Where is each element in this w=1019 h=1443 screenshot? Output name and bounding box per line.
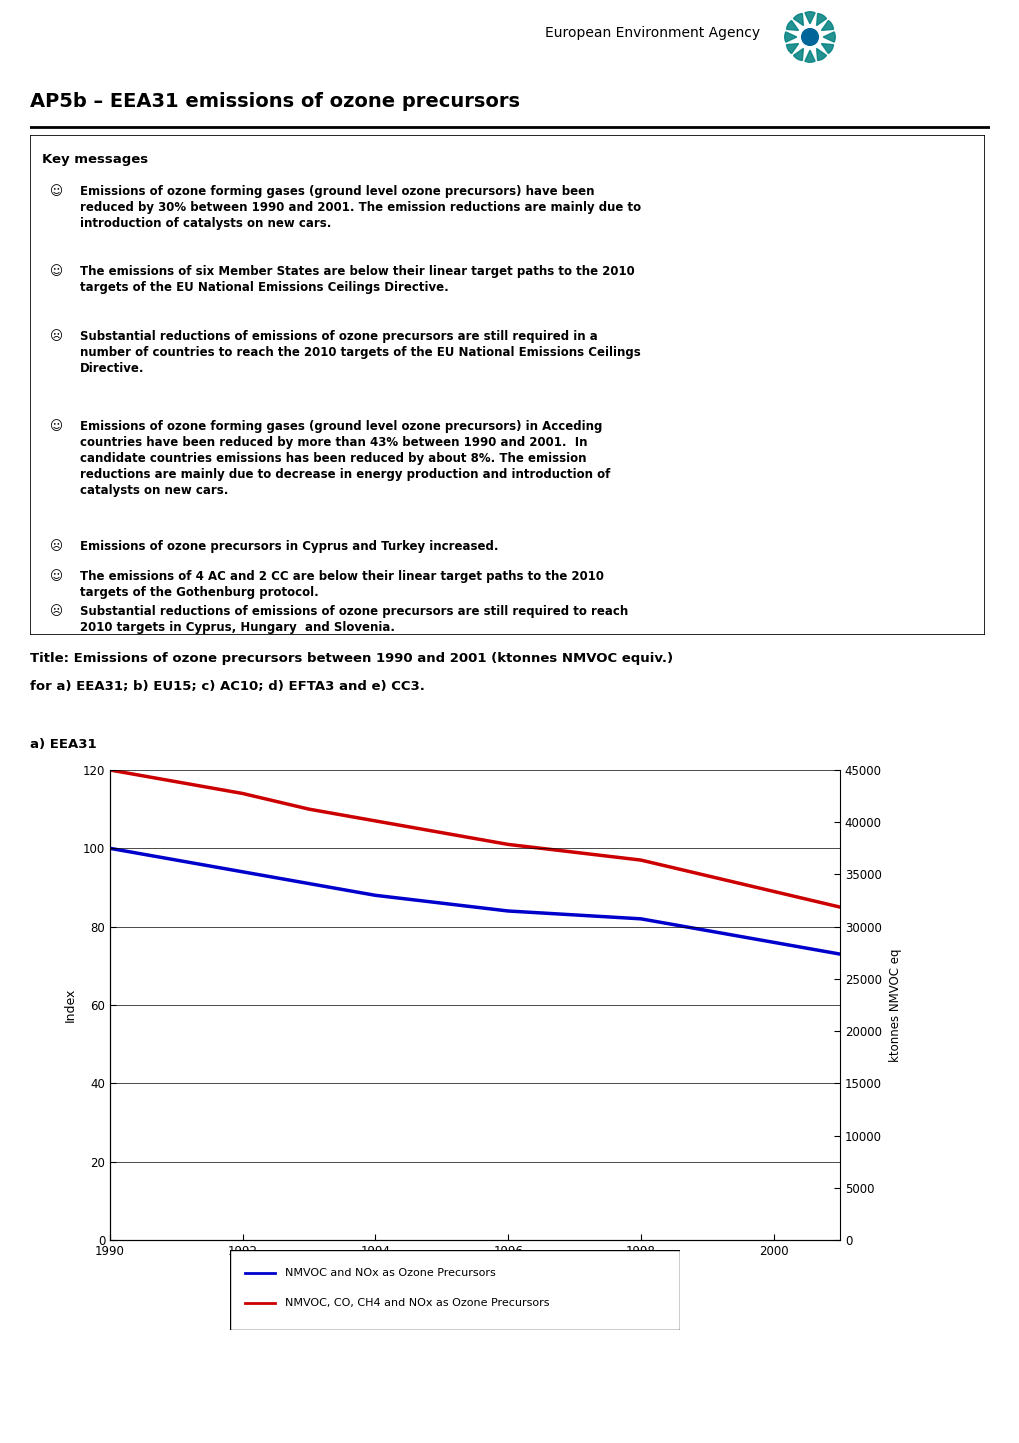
Text: a) EEA31: a) EEA31 bbox=[30, 737, 97, 750]
Wedge shape bbox=[786, 20, 798, 30]
Circle shape bbox=[801, 29, 817, 45]
Text: for a) EEA31; b) EU15; c) AC10; d) EFTA3 and e) CC3.: for a) EEA31; b) EU15; c) AC10; d) EFTA3… bbox=[30, 680, 425, 693]
Wedge shape bbox=[804, 51, 814, 62]
Text: The emissions of six Member States are below their linear target paths to the 20: The emissions of six Member States are b… bbox=[79, 266, 634, 294]
Text: ☺: ☺ bbox=[50, 570, 63, 583]
Y-axis label: Index: Index bbox=[64, 988, 77, 1022]
Text: Emissions of ozone forming gases (ground level ozone precursors) have been
reduc: Emissions of ozone forming gases (ground… bbox=[79, 185, 641, 229]
Wedge shape bbox=[786, 43, 798, 53]
Wedge shape bbox=[816, 49, 825, 61]
Wedge shape bbox=[784, 32, 796, 42]
Text: ☺: ☺ bbox=[50, 266, 63, 278]
Text: Substantial reductions of emissions of ozone precursors are still required to re: Substantial reductions of emissions of o… bbox=[79, 605, 628, 633]
Text: ☺: ☺ bbox=[50, 185, 63, 198]
Wedge shape bbox=[822, 32, 835, 42]
Text: Emissions of ozone forming gases (ground level ozone precursors) in Acceding
cou: Emissions of ozone forming gases (ground… bbox=[79, 420, 609, 496]
Text: NMVOC and NOx as Ozone Precursors: NMVOC and NOx as Ozone Precursors bbox=[284, 1268, 495, 1278]
Text: NMVOC, CO, CH4 and NOx as Ozone Precursors: NMVOC, CO, CH4 and NOx as Ozone Precurso… bbox=[284, 1299, 549, 1307]
Text: The emissions of 4 AC and 2 CC are below their linear target paths to the 2010
t: The emissions of 4 AC and 2 CC are below… bbox=[79, 570, 603, 599]
Wedge shape bbox=[793, 13, 803, 26]
Wedge shape bbox=[820, 20, 833, 30]
Text: Emissions of ozone precursors in Cyprus and Turkey increased.: Emissions of ozone precursors in Cyprus … bbox=[79, 540, 498, 553]
Text: Key messages: Key messages bbox=[42, 153, 148, 166]
Wedge shape bbox=[816, 13, 825, 26]
Wedge shape bbox=[793, 49, 803, 61]
Text: AP5b – EEA31 emissions of ozone precursors: AP5b – EEA31 emissions of ozone precurso… bbox=[30, 92, 520, 111]
Wedge shape bbox=[804, 12, 814, 23]
Text: European Environment Agency: European Environment Agency bbox=[544, 26, 759, 40]
Text: ☺: ☺ bbox=[50, 420, 63, 433]
Wedge shape bbox=[820, 43, 833, 53]
Y-axis label: ktonnes NMVOC eq: ktonnes NMVOC eq bbox=[888, 948, 901, 1062]
FancyBboxPatch shape bbox=[30, 136, 984, 635]
Text: ☹: ☹ bbox=[50, 605, 63, 618]
Text: Title: Emissions of ozone precursors between 1990 and 2001 (ktonnes NMVOC equiv.: Title: Emissions of ozone precursors bet… bbox=[30, 652, 673, 665]
Text: ☹: ☹ bbox=[50, 330, 63, 343]
Text: Substantial reductions of emissions of ozone precursors are still required in a
: Substantial reductions of emissions of o… bbox=[79, 330, 640, 375]
FancyBboxPatch shape bbox=[229, 1250, 680, 1330]
Text: ☹: ☹ bbox=[50, 540, 63, 553]
